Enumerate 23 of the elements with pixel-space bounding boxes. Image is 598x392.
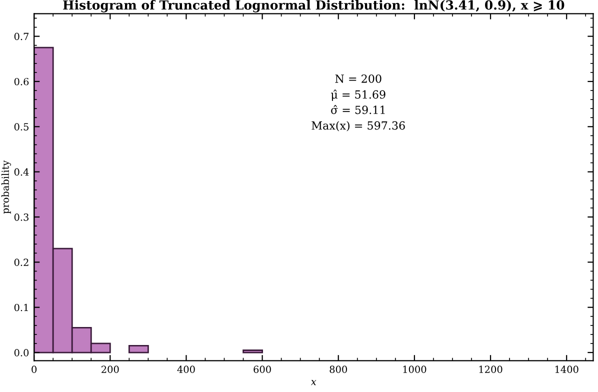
y-tick-label: 0.4 — [14, 168, 29, 176]
y-tick-label: 0.7 — [14, 32, 29, 40]
annotation: μ̂ = 51.69 — [331, 90, 386, 101]
y-tick-label: 0.3 — [14, 213, 29, 221]
annotation: σ̂ = 59.11 — [331, 105, 385, 114]
x-tick-label: 200 — [102, 366, 119, 374]
y-tick-label: 0.1 — [14, 304, 28, 312]
y-axis-title: probability — [1, 160, 11, 214]
y-tick-label: 0.5 — [14, 123, 28, 130]
x-tick-label: 1200 — [479, 366, 502, 374]
chart-title: Histogram of Truncated Lognormal Distribution: lnN(3.41, 0.9), x ⩾ 10 — [63, 0, 564, 12]
y-tick-label: 0.6 — [14, 78, 29, 86]
x-tick-label: 800 — [330, 366, 348, 374]
annotation: N = 200 — [335, 74, 382, 83]
x-tick-label: 0 — [32, 366, 37, 374]
x-tick-label: 600 — [254, 366, 271, 374]
y-tick-label: 0.0 — [14, 348, 29, 356]
annotation: Max(x) = 597.36 — [312, 121, 405, 132]
y-tick-label: 0.2 — [14, 258, 28, 266]
x-tick-label: 400 — [177, 366, 195, 374]
x-axis-title: x — [310, 380, 316, 386]
x-tick-label: 1400 — [555, 366, 578, 374]
x-tick-label: 1000 — [403, 366, 426, 374]
